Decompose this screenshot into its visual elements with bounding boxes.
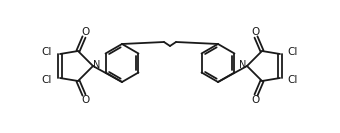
Text: Cl: Cl — [42, 47, 52, 57]
Text: N: N — [239, 60, 247, 70]
Text: O: O — [81, 27, 89, 37]
Text: O: O — [81, 95, 89, 105]
Text: Cl: Cl — [42, 75, 52, 85]
Text: N: N — [93, 60, 101, 70]
Text: Cl: Cl — [288, 75, 298, 85]
Text: O: O — [251, 95, 259, 105]
Text: O: O — [251, 27, 259, 37]
Text: Cl: Cl — [288, 47, 298, 57]
